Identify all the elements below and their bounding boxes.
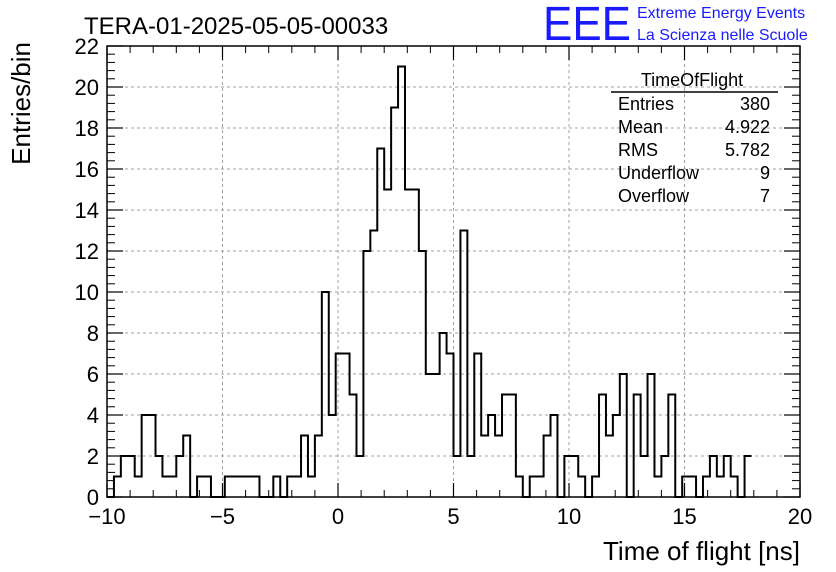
y-tick-label: 6: [87, 362, 99, 387]
grid-lines: [107, 46, 800, 497]
stats-box: TimeOfFlight Entries 380 Mean 4.922 RMS 5.782…: [611, 70, 778, 206]
stats-label: Entries: [618, 94, 674, 114]
x-tick-label: 10: [557, 504, 581, 529]
x-tick-label: −10: [88, 504, 125, 529]
chart-title: TERA-01-2025-05-05-00033: [84, 13, 388, 40]
x-tick-label: −5: [210, 504, 235, 529]
x-tick-label: 5: [447, 504, 459, 529]
stats-label: Underflow: [618, 163, 700, 183]
x-axis-label: Time of flight [ns]: [603, 536, 800, 566]
stats-value: 7: [760, 186, 770, 206]
stats-label: RMS: [618, 140, 658, 160]
x-tick-labels: −10 −5 0 5 10 15 20: [88, 504, 812, 529]
logo-line-1: Extreme Energy Events: [637, 5, 805, 22]
axis-ticks: [106, 45, 801, 498]
stats-value: 380: [740, 94, 770, 114]
logo-line-2: La Scienza nelle Scuole: [637, 27, 808, 44]
logo-mark: EEE: [543, 0, 631, 51]
y-tick-label: 12: [75, 239, 99, 264]
eee-logo: EEE Extreme Energy Events La Scienza nel…: [543, 0, 808, 51]
y-tick-label: 16: [75, 157, 99, 182]
stats-title: TimeOfFlight: [641, 70, 743, 90]
y-tick-label: 20: [75, 75, 99, 100]
y-tick-labels: 0 2 4 6 8 10 12 14 16 18 20 22: [75, 34, 99, 510]
y-tick-label: 4: [87, 403, 99, 428]
stats-value: 4.922: [725, 117, 770, 137]
stats-label: Overflow: [618, 186, 690, 206]
stats-rows: Entries 380 Mean 4.922 RMS 5.782 Underflow 9 Ove…: [618, 94, 770, 206]
y-tick-label: 14: [75, 198, 99, 223]
stats-label: Mean: [618, 117, 663, 137]
y-tick-label: 2: [87, 444, 99, 469]
y-tick-label: 8: [87, 321, 99, 346]
y-tick-label: 22: [75, 34, 99, 59]
y-tick-label: 18: [75, 116, 99, 141]
y-axis-label: Entries/bin: [6, 42, 36, 165]
stats-value: 5.782: [725, 140, 770, 160]
stats-value: 9: [760, 163, 770, 183]
x-tick-label: 15: [672, 504, 696, 529]
y-tick-label: 10: [75, 280, 99, 305]
x-tick-label: 20: [788, 504, 812, 529]
x-tick-label: 0: [332, 504, 344, 529]
y-tick-label: 0: [87, 485, 99, 510]
